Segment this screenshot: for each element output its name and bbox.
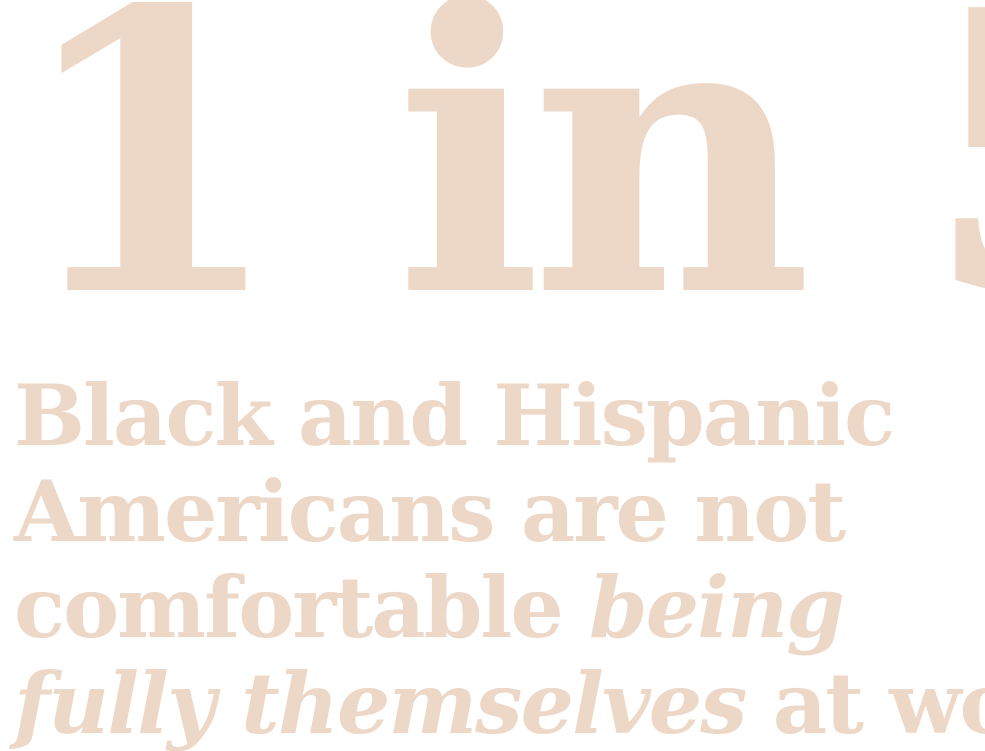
description-line-2: Americans are not bbox=[14, 462, 846, 561]
statistic-description: Black and Hispanic Americans are not com… bbox=[14, 366, 985, 751]
description-line-1: Black and Hispanic bbox=[14, 366, 895, 465]
description-line-4-regular: at work bbox=[772, 654, 985, 751]
description-line-4: fully themselves at work bbox=[14, 654, 985, 751]
description-line-3-italic: being bbox=[589, 558, 845, 657]
headline-statistic: 1 in 5 bbox=[14, 0, 985, 382]
description-line-3-regular: comfortable bbox=[14, 558, 590, 657]
description-line-4-italic: fully themselves bbox=[14, 654, 747, 751]
description-line-3: comfortable being bbox=[14, 560, 974, 656]
